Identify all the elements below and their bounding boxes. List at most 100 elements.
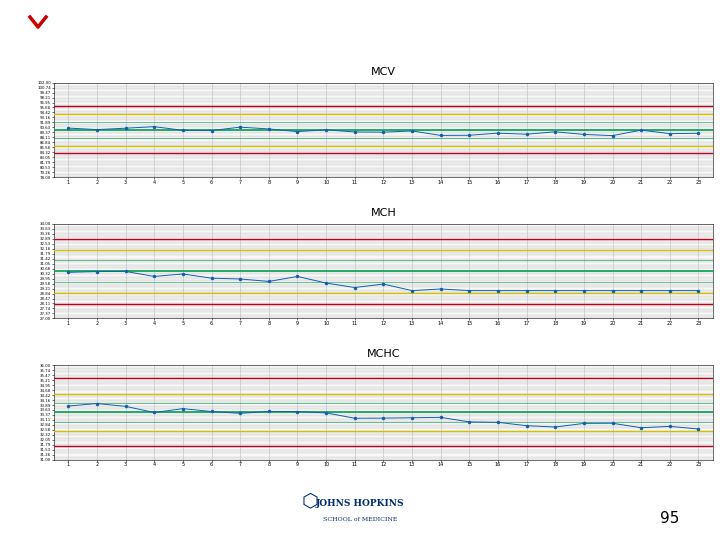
Bar — [54, 117, 713, 120]
Bar — [54, 102, 713, 105]
Bar — [54, 262, 713, 265]
Bar — [54, 89, 713, 92]
Bar — [54, 406, 713, 409]
Bar — [54, 447, 713, 450]
Bar — [54, 143, 713, 146]
Bar — [54, 381, 713, 384]
Bar — [54, 296, 713, 300]
Bar — [54, 409, 713, 413]
Bar — [54, 274, 713, 278]
Bar — [54, 265, 713, 268]
Bar — [54, 86, 713, 89]
Bar — [54, 240, 713, 243]
Bar — [54, 92, 713, 95]
Bar — [54, 105, 713, 108]
Bar — [54, 422, 713, 425]
Text: Patient Safety Monitoring in International Laboratories (SMILE): Patient Safety Monitoring in Internation… — [150, 20, 720, 38]
Bar — [54, 227, 713, 230]
Bar — [54, 268, 713, 271]
Bar — [54, 293, 713, 296]
Bar — [54, 419, 713, 422]
Bar — [54, 127, 713, 130]
Bar — [54, 158, 713, 161]
Bar — [54, 394, 713, 397]
Bar — [54, 400, 713, 403]
Text: MCH: MCH — [371, 208, 396, 218]
Bar — [54, 284, 713, 287]
Bar — [54, 431, 713, 435]
Bar — [54, 139, 713, 143]
Bar — [54, 98, 713, 102]
Bar — [54, 259, 713, 262]
Bar — [54, 362, 713, 365]
Bar — [54, 306, 713, 309]
Bar — [54, 171, 713, 174]
Bar — [54, 309, 713, 312]
Bar — [54, 255, 713, 259]
Bar — [54, 365, 713, 368]
Bar — [54, 108, 713, 111]
Bar — [54, 114, 713, 117]
Bar — [54, 124, 713, 127]
Bar — [54, 387, 713, 390]
Bar — [54, 315, 713, 319]
Bar — [54, 120, 713, 124]
Text: PSMILE: PSMILE — [25, 53, 51, 58]
Bar — [54, 133, 713, 136]
Bar — [54, 378, 713, 381]
Bar — [54, 152, 713, 155]
Text: SCHOOL of MEDICINE: SCHOOL of MEDICINE — [323, 517, 397, 522]
Bar — [54, 435, 713, 437]
Bar — [54, 372, 713, 375]
Bar — [54, 437, 713, 441]
Bar — [54, 83, 713, 86]
Bar — [54, 456, 713, 460]
Bar — [54, 155, 713, 158]
Bar — [54, 450, 713, 454]
Bar — [54, 165, 713, 167]
Bar — [54, 174, 713, 177]
Bar — [54, 444, 713, 447]
Bar — [54, 302, 713, 306]
Bar — [54, 111, 713, 114]
Bar — [54, 237, 713, 240]
Bar — [54, 278, 713, 281]
Bar — [54, 167, 713, 171]
Bar — [54, 136, 713, 139]
Bar — [54, 413, 713, 416]
Bar — [54, 416, 713, 419]
Text: ⬡: ⬡ — [301, 491, 318, 511]
Text: MCHC: MCHC — [366, 349, 400, 360]
Bar — [54, 368, 713, 372]
Bar — [54, 252, 713, 255]
Bar — [54, 148, 713, 152]
Bar — [54, 161, 713, 165]
Bar — [54, 281, 713, 284]
Bar — [54, 221, 713, 224]
Bar — [54, 249, 713, 252]
Bar — [54, 441, 713, 444]
Bar — [54, 224, 713, 227]
Bar — [54, 95, 713, 98]
Bar — [54, 146, 713, 148]
Bar — [54, 246, 713, 249]
Bar — [54, 130, 713, 133]
Bar — [54, 290, 713, 293]
Text: MCV: MCV — [371, 67, 396, 77]
Bar — [54, 300, 713, 302]
Bar — [54, 287, 713, 290]
Bar — [54, 243, 713, 246]
Bar — [54, 390, 713, 394]
Bar — [54, 271, 713, 274]
Bar — [54, 375, 713, 378]
Bar — [54, 397, 713, 400]
Bar — [54, 403, 713, 406]
Text: JOHNS HOPKINS: JOHNS HOPKINS — [316, 499, 404, 508]
Bar — [54, 428, 713, 431]
Bar — [54, 230, 713, 233]
Bar — [54, 79, 713, 83]
Text: 95: 95 — [660, 511, 679, 526]
Bar — [54, 384, 713, 387]
Bar — [54, 233, 713, 237]
Bar — [54, 425, 713, 428]
